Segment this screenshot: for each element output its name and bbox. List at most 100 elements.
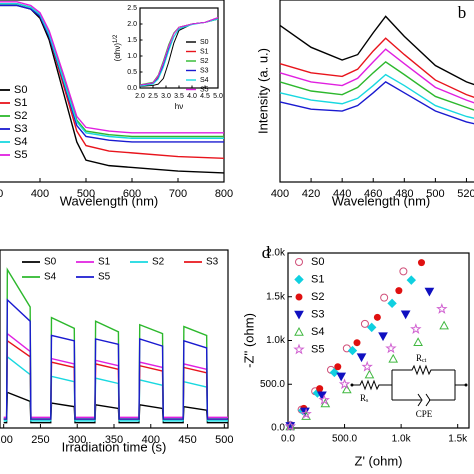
marker: [380, 293, 389, 302]
marker: [294, 326, 304, 336]
legend-label: S5: [200, 86, 209, 93]
rs-resistor: [352, 379, 392, 391]
marker: [329, 367, 340, 378]
marker: [295, 293, 303, 301]
x-tick-label: 800: [215, 188, 233, 200]
marker: [364, 369, 375, 379]
y-tick-label: 0.0: [271, 423, 285, 434]
panel: 0.0 500.0 1.0k 1.5k 0.0 500.0 1.0k 1.5k 2.0k Z' (…: [241, 243, 470, 468]
x-tick-label: 0.0: [281, 434, 295, 445]
x-tick-label: 300: [0, 188, 3, 200]
marker: [399, 267, 408, 276]
circuit-label: CPE: [416, 409, 433, 419]
x-tick-label: 600: [123, 188, 141, 200]
marker: [360, 319, 369, 328]
series-line: [0, 2, 224, 140]
y-tick-label: 500.0: [260, 379, 285, 390]
series-line: [0, 4, 224, 143]
y-tick-label: 2.0: [127, 21, 137, 28]
circuit-label-main: R: [360, 393, 366, 403]
legend-label: S4: [14, 136, 27, 148]
circuit-label-main: R: [416, 353, 422, 363]
legend-label: S2: [200, 58, 209, 65]
series-line: [279, 37, 474, 99]
x-tick-label: 5.0: [213, 93, 223, 100]
x-tick-label: 400: [271, 188, 289, 200]
marker: [400, 310, 411, 320]
x-tick-label: 1.0k: [392, 434, 412, 445]
x-tick-label: 500: [426, 188, 444, 200]
cpe-element: [417, 393, 431, 407]
legend-label: S3: [206, 257, 219, 268]
x-tick-label: 300: [68, 434, 86, 446]
x-tick-label: 200: [0, 434, 13, 446]
marker: [361, 360, 373, 372]
marker: [295, 258, 303, 266]
y-tick-label: 1.0k: [266, 335, 286, 346]
panel-label: b: [458, 3, 467, 22]
x-axis-label: hν: [175, 102, 183, 111]
legend-label: S4: [311, 326, 324, 338]
legend-label: S1: [98, 257, 111, 268]
marker: [336, 372, 347, 382]
y-axis-label-sup: 1/2: [113, 34, 119, 43]
x-tick-label: 500: [77, 188, 95, 200]
x-tick-label: 3.0: [161, 93, 171, 100]
marker: [410, 323, 422, 334]
x-axis-label: Wavelength (nm): [60, 193, 159, 208]
circuit-diagram: [350, 364, 468, 407]
circuit-label: Rct: [416, 353, 427, 364]
x-tick-label: 460: [364, 188, 382, 200]
legend-label: S1: [311, 273, 324, 285]
axes-frame: [0, 0, 225, 183]
y-tick-label: 1.5k: [266, 291, 286, 302]
marker: [347, 345, 358, 356]
x-tick-label: 1.5k: [448, 434, 468, 445]
marker: [300, 407, 312, 419]
panel: 300400500600700800Wavelength (nm)S0S1S2S…: [0, 0, 233, 208]
marker: [395, 287, 403, 295]
circuit-label: Rs: [360, 393, 369, 404]
marker: [353, 339, 361, 347]
y-tick-label: 2.5: [127, 5, 137, 12]
marker: [373, 313, 381, 321]
series-line: [279, 73, 474, 119]
x-axis-label: Irradiation time (s): [62, 439, 167, 454]
y-axis-label: -Z'' (ohm): [241, 313, 256, 368]
panel-label: d: [262, 243, 271, 262]
series-line: [3, 298, 228, 420]
x-tick-label: 4.0: [187, 93, 197, 100]
y-tick-label: 1.5: [127, 37, 137, 44]
x-tick-label: 500: [215, 434, 233, 446]
x-tick-label: 480: [395, 188, 413, 200]
legend-label: S0: [14, 84, 27, 96]
x-tick-label: 3.5: [174, 93, 184, 100]
y-axis-label-main: (αhν): [113, 43, 122, 62]
legend-label: S5: [311, 343, 324, 355]
legend-label: S0: [200, 39, 209, 46]
legend-label: S5: [98, 272, 111, 283]
y-tick-label: 0.0: [127, 85, 137, 92]
y-axis-label: Intensity (a. u.): [255, 48, 270, 134]
series-line: [279, 48, 474, 104]
x-tick-label: 2.5: [148, 93, 158, 100]
series-line: [279, 60, 474, 111]
marker: [318, 393, 330, 405]
series-line: [0, 1, 224, 134]
x-tick-label: 500.0: [332, 434, 357, 445]
axes-frame: [279, 0, 474, 183]
marker: [294, 310, 304, 320]
marker: [413, 337, 423, 346]
x-tick-label: 420: [302, 188, 320, 200]
marker: [338, 378, 351, 390]
terminal: [350, 383, 354, 387]
y-axis-label: (αhν)1/2: [113, 34, 123, 61]
legend-label: S3: [311, 308, 324, 320]
legend-label: S1: [200, 48, 209, 55]
legend-label: S2: [14, 110, 27, 122]
legend-label: S0: [44, 257, 57, 268]
series-line: [279, 81, 474, 125]
marker: [293, 343, 305, 355]
